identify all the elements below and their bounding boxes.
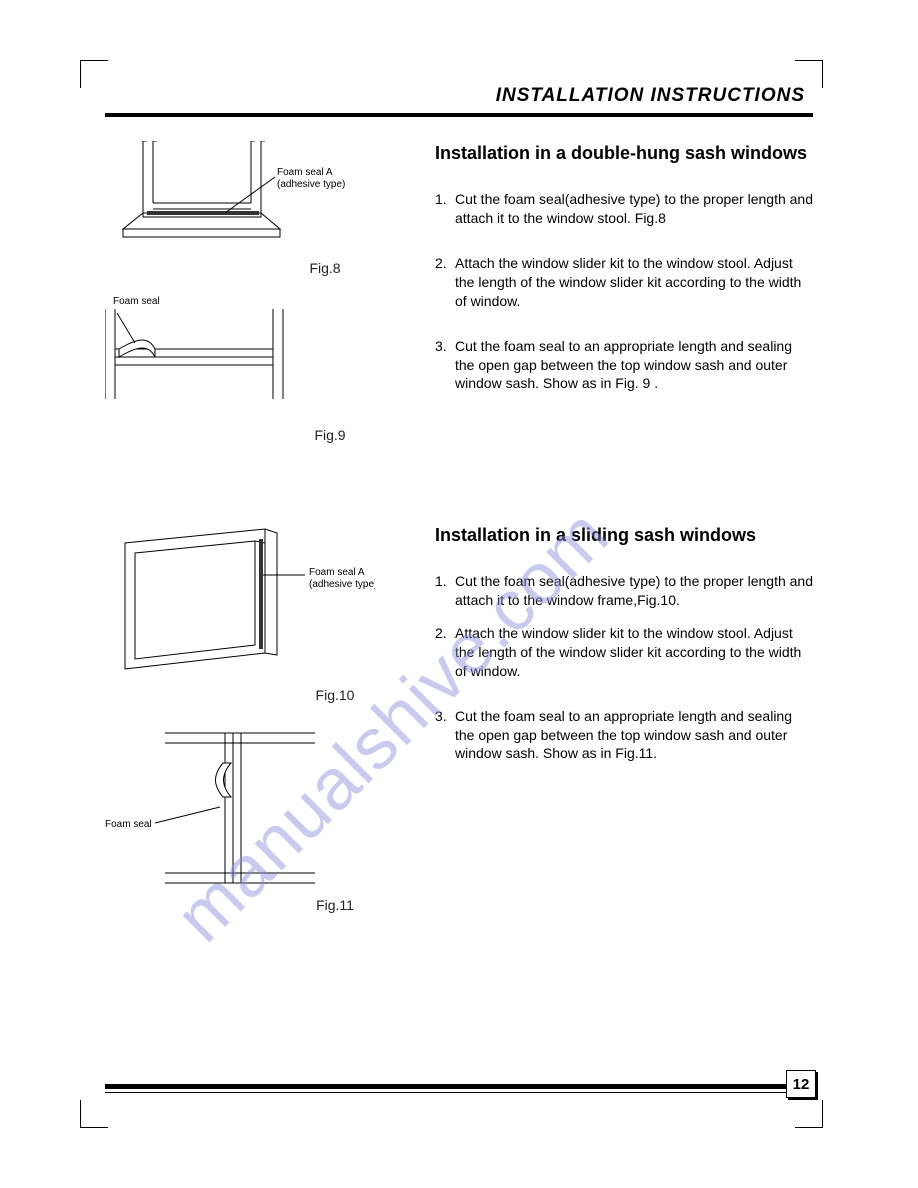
step-a1: 1. Cut the foam seal(adhesive type) to t…: [435, 190, 813, 228]
heading-sliding: Installation in a sliding sash windows: [435, 523, 813, 548]
step-b3: 3. Cut the foam seal to an appropriate l…: [435, 707, 813, 764]
steps-double-hung: 1. Cut the foam seal(adhesive type) to t…: [435, 190, 813, 393]
section-sliding: Foam seal A (adhesive type) Fig.10: [105, 523, 813, 933]
figures-col-a: Foam seal A (adhesive type) Fig.8 Foam s…: [105, 141, 405, 463]
step-b2-num: 2.: [435, 624, 453, 681]
step-b3-num: 3.: [435, 707, 453, 764]
fig8-label2: (adhesive type): [277, 179, 345, 190]
step-a2-text: Attach the window slider kit to the wind…: [453, 254, 813, 311]
fig8-caption: Fig.8: [105, 260, 405, 276]
step-b1-num: 1.: [435, 572, 453, 610]
figure-10: Foam seal A (adhesive type) Fig.10: [105, 523, 405, 703]
fig10-label1: Foam seal A: [309, 567, 365, 578]
section-gap: [105, 463, 813, 523]
fig10-caption: Fig.10: [105, 687, 405, 703]
figure-10-svg: Foam seal A (adhesive type): [105, 523, 375, 683]
step-b3-text: Cut the foam seal to an appropriate leng…: [453, 707, 813, 764]
step-b2: 2. Attach the window slider kit to the w…: [435, 624, 813, 681]
step-a2: 2. Attach the window slider kit to the w…: [435, 254, 813, 311]
heading-double-hung: Installation in a double-hung sash windo…: [435, 141, 813, 166]
title-rule: [105, 113, 813, 117]
figure-9: Foam seal: [105, 296, 405, 443]
step-a3-num: 3.: [435, 337, 453, 394]
figure-9-svg: [105, 309, 305, 409]
figure-11-svg: Foam seal: [105, 723, 325, 893]
steps-sliding: 1. Cut the foam seal(adhesive type) to t…: [435, 572, 813, 763]
fig9-label: Foam seal: [113, 296, 405, 307]
instructions-col-b: Installation in a sliding sash windows 1…: [435, 523, 813, 933]
step-a3: 3. Cut the foam seal to an appropriate l…: [435, 337, 813, 394]
fig9-caption: Fig.9: [105, 427, 405, 443]
page-title: INSTALLATION INSTRUCTIONS: [105, 85, 813, 107]
figure-8-svg: Foam seal A (adhesive type): [105, 141, 365, 256]
step-b2-text: Attach the window slider kit to the wind…: [453, 624, 813, 681]
page-container: INSTALLATION INSTRUCTIONS: [0, 0, 918, 1188]
step-a1-text: Cut the foam seal(adhesive type) to the …: [453, 190, 813, 228]
step-b1: 1. Cut the foam seal(adhesive type) to t…: [435, 572, 813, 610]
crop-mark-bottom-right: [795, 1100, 823, 1128]
step-a1-num: 1.: [435, 190, 453, 228]
step-a2-num: 2.: [435, 254, 453, 311]
page-number: 12: [786, 1070, 816, 1098]
fig8-label1: Foam seal A: [277, 167, 333, 178]
fig11-caption: Fig.11: [105, 897, 405, 913]
section-double-hung: Foam seal A (adhesive type) Fig.8 Foam s…: [105, 141, 813, 463]
step-b1-text: Cut the foam seal(adhesive type) to the …: [453, 572, 813, 610]
figure-11: Foam seal Fig.11: [105, 723, 405, 913]
fig10-label2: (adhesive type): [309, 579, 375, 590]
instructions-col-a: Installation in a double-hung sash windo…: [435, 141, 813, 463]
step-a3-text: Cut the foam seal to an appropriate leng…: [453, 337, 813, 394]
content-area: INSTALLATION INSTRUCTIONS: [80, 60, 838, 958]
footer-rule: 12: [105, 1084, 808, 1093]
figure-8: Foam seal A (adhesive type) Fig.8: [105, 141, 405, 276]
fig11-label: Foam seal: [105, 819, 152, 830]
figures-col-b: Foam seal A (adhesive type) Fig.10: [105, 523, 405, 933]
crop-mark-bottom-left: [80, 1100, 108, 1128]
